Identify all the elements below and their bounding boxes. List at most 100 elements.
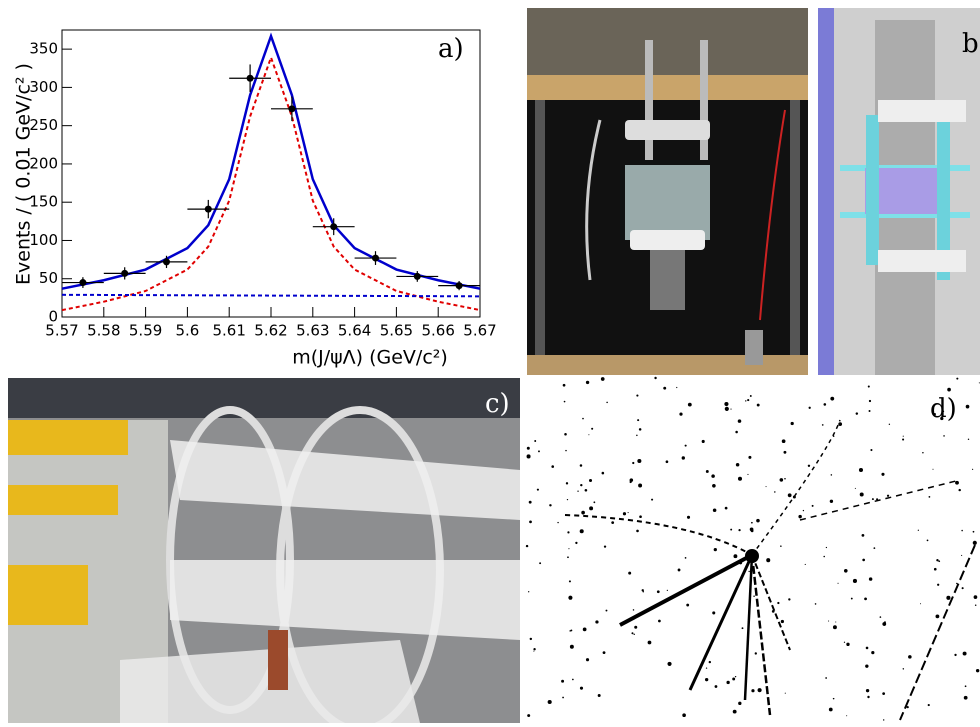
speck — [955, 481, 959, 485]
speck — [742, 627, 744, 629]
speck — [735, 676, 736, 677]
frame-post — [535, 100, 545, 355]
speck — [548, 700, 552, 704]
speck — [889, 424, 890, 425]
speck — [679, 413, 682, 416]
speck — [712, 611, 715, 614]
speck — [714, 548, 717, 551]
speck — [809, 407, 811, 409]
speck — [634, 626, 637, 629]
speck — [738, 419, 742, 423]
speck — [606, 402, 608, 404]
speck — [589, 506, 593, 510]
speck — [638, 484, 642, 488]
speck — [868, 385, 870, 387]
speck — [828, 621, 829, 622]
speck — [570, 645, 574, 649]
speck — [788, 493, 792, 497]
speck — [564, 401, 566, 403]
speck — [648, 641, 652, 645]
speck — [866, 647, 869, 650]
speck — [658, 620, 661, 623]
speck — [838, 422, 842, 426]
speck — [882, 622, 886, 626]
speck — [557, 522, 558, 523]
speck — [830, 397, 834, 401]
data-point — [163, 258, 170, 265]
panel-label: d) — [930, 394, 957, 424]
speck — [880, 616, 882, 618]
speck — [666, 460, 669, 463]
data-point — [330, 223, 337, 230]
speck — [527, 447, 530, 450]
speck — [533, 648, 535, 650]
speck — [747, 399, 749, 401]
speck — [866, 689, 869, 692]
speck — [968, 439, 969, 440]
speck — [860, 493, 864, 497]
speck — [725, 507, 728, 510]
speck — [636, 395, 638, 397]
speck — [565, 450, 566, 451]
speck — [902, 438, 904, 440]
speck — [844, 569, 848, 573]
speck — [954, 654, 956, 656]
speck — [580, 687, 583, 690]
speck — [529, 520, 532, 523]
y-tick-label: 250 — [29, 116, 58, 134]
speck — [567, 556, 569, 558]
speck — [605, 610, 607, 612]
speck — [604, 545, 606, 547]
x-axis-label: m(J/ψΛ) (GeV/c²) — [292, 347, 448, 369]
rod — [700, 40, 708, 160]
render-ring — [878, 100, 966, 122]
panel-c-photo: c) — [8, 378, 520, 723]
data-point — [288, 105, 295, 112]
speck — [972, 469, 973, 470]
speck — [676, 387, 677, 388]
speck — [751, 529, 754, 532]
speck — [630, 481, 632, 483]
speck — [780, 478, 784, 482]
speck — [937, 584, 939, 586]
speck — [601, 377, 605, 381]
speck — [639, 428, 642, 431]
speck — [755, 652, 757, 654]
speck — [572, 679, 574, 681]
speck — [549, 504, 551, 506]
tape — [8, 420, 128, 455]
speck — [580, 464, 583, 467]
background — [8, 378, 520, 418]
speck — [943, 435, 945, 437]
speck — [586, 658, 589, 661]
speck — [928, 704, 930, 706]
speck — [591, 428, 593, 430]
speck — [682, 456, 685, 459]
speck — [856, 412, 858, 414]
data-point — [372, 255, 379, 262]
speck — [631, 632, 633, 634]
cylinder — [625, 165, 710, 240]
speck — [603, 651, 606, 654]
speck — [747, 474, 748, 475]
speck — [598, 694, 601, 697]
speck — [975, 605, 976, 606]
speck — [713, 509, 717, 513]
speck — [580, 484, 582, 486]
speck — [561, 680, 564, 683]
speck — [808, 465, 810, 467]
speck — [844, 642, 845, 643]
speck — [738, 702, 741, 705]
speck — [903, 436, 904, 437]
speck — [715, 685, 718, 688]
speck — [577, 491, 578, 492]
speck — [956, 583, 957, 584]
x-tick-label: 5.61 — [212, 322, 245, 340]
speck — [833, 698, 835, 700]
speck — [568, 596, 572, 600]
speck — [785, 693, 786, 694]
tape — [268, 630, 288, 690]
speck — [735, 431, 738, 434]
rod — [645, 40, 653, 160]
speck — [822, 424, 824, 426]
